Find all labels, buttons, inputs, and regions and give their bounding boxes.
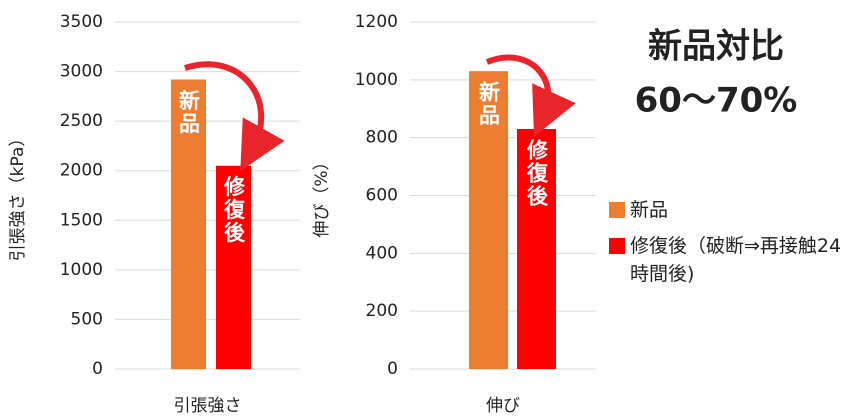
legend-label: 新品: [630, 199, 669, 221]
bar-label: 修復後: [525, 138, 550, 208]
annotation: 新品対比: [648, 27, 784, 67]
y-tick-label: 3000: [60, 62, 103, 82]
y-tick-label: 500: [71, 309, 103, 329]
bar-label: 修復後: [222, 175, 247, 245]
y-tick-label: 200: [366, 301, 398, 321]
y-tick-label: 3500: [60, 12, 103, 32]
y-tick-label: 1200: [355, 12, 398, 32]
legend-swatch: [609, 202, 625, 218]
arrow: [485, 54, 576, 137]
y-axis-label: 引張強さ（kPa）: [8, 130, 28, 262]
y-tick-label: 600: [366, 186, 398, 206]
bar: [171, 79, 206, 369]
y-tick-label: 400: [366, 243, 398, 263]
arrow: [184, 61, 285, 171]
y-tick-label: 1000: [60, 260, 103, 280]
y-tick-label: 2500: [60, 111, 103, 131]
bar-label: 新品: [477, 81, 501, 128]
y-tick-label: 2000: [60, 161, 103, 181]
y-tick-label: 1500: [60, 210, 103, 230]
y-tick-label: 0: [387, 359, 398, 379]
bar-label: 新品: [177, 89, 201, 136]
y-tick-label: 800: [366, 128, 398, 148]
bar: [216, 165, 251, 369]
legend-swatch: [609, 238, 625, 254]
y-axis-label: 伸び（%）: [312, 153, 332, 237]
y-tick-label: 1000: [355, 70, 398, 90]
annotation: 60〜70%: [635, 81, 798, 121]
legend-label: 修復後（破断⇒再接触24時間後): [630, 235, 842, 285]
x-tick-label: 伸び: [486, 396, 520, 416]
bar: [517, 128, 556, 369]
bar: [469, 71, 508, 370]
y-tick-label: 0: [92, 359, 103, 379]
x-tick-label: 引張強さ: [174, 396, 242, 416]
